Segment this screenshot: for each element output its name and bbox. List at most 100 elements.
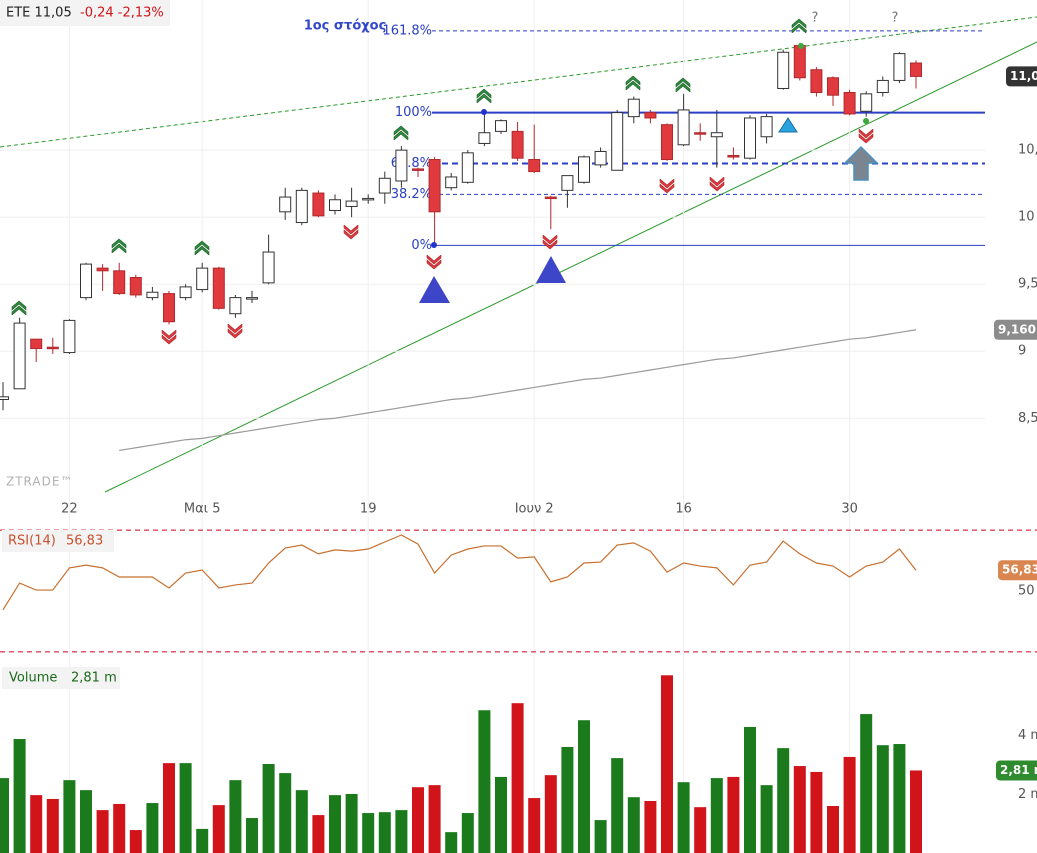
volume-bar bbox=[212, 805, 225, 853]
pane-label-box bbox=[2, 530, 114, 552]
volume-bar bbox=[694, 807, 707, 853]
y-tick-label: 9 bbox=[1018, 344, 1026, 359]
volume-bar bbox=[329, 795, 341, 853]
y-tick-label: 2 m bbox=[1018, 787, 1037, 802]
volume-bar bbox=[295, 790, 308, 853]
volume-bar bbox=[578, 720, 590, 853]
volume-bar bbox=[80, 790, 92, 853]
volume-bar bbox=[0, 778, 9, 853]
candle-body bbox=[511, 130, 524, 159]
volume-bar bbox=[345, 793, 358, 853]
fib-label: 0% bbox=[411, 238, 432, 253]
candle-body bbox=[179, 286, 192, 299]
y-tick-label: 10 bbox=[1018, 210, 1035, 225]
candle-body bbox=[478, 132, 491, 144]
candle-body bbox=[163, 293, 175, 323]
fib-point bbox=[481, 109, 487, 115]
candle-body bbox=[627, 98, 640, 118]
up-signal bbox=[112, 239, 126, 253]
header-box bbox=[0, 0, 170, 26]
candle-body bbox=[229, 297, 242, 315]
volume-bar bbox=[860, 714, 873, 853]
x-tick-label: 30 bbox=[841, 502, 858, 517]
volume-bar bbox=[478, 710, 491, 853]
volume-bar bbox=[46, 798, 59, 853]
last-value-label: 11,05 bbox=[1010, 69, 1037, 83]
candle-body bbox=[30, 338, 43, 350]
down-signal bbox=[162, 330, 176, 344]
candle-body bbox=[827, 77, 839, 96]
candle-body bbox=[810, 69, 823, 94]
overlay-layer: 1ος στόχος ? ? ZTRADE™ ETE 11,05 -0,24 -… bbox=[0, 0, 898, 689]
candle-body bbox=[295, 189, 308, 224]
moving-average bbox=[119, 329, 917, 452]
annotation: ? bbox=[892, 11, 899, 26]
candle-body bbox=[129, 277, 142, 296]
volume-bar bbox=[760, 785, 773, 853]
candle-body bbox=[744, 117, 756, 159]
down-signal bbox=[710, 177, 724, 191]
volume-bar bbox=[196, 828, 209, 853]
candle-body bbox=[246, 297, 258, 300]
volume-bar bbox=[13, 739, 26, 853]
last-value-label: 56,83 bbox=[1002, 563, 1037, 577]
x-tick-label: 22 bbox=[61, 502, 78, 517]
candle-body bbox=[727, 155, 740, 158]
candle-body bbox=[428, 159, 441, 213]
volume-bar bbox=[876, 745, 889, 853]
down-signal bbox=[344, 225, 358, 239]
down-signal bbox=[543, 235, 557, 249]
volume-bar bbox=[528, 798, 541, 853]
volume-bar bbox=[910, 770, 922, 853]
annotation: 1ος στόχος bbox=[304, 19, 387, 34]
candle-body bbox=[113, 270, 126, 295]
signal-dot bbox=[863, 118, 869, 124]
volume-bar bbox=[511, 703, 524, 853]
fib-point bbox=[431, 242, 437, 248]
candle-body bbox=[13, 322, 26, 390]
volume-bar bbox=[544, 775, 557, 853]
fib-label: 100% bbox=[395, 105, 432, 120]
candle-body bbox=[63, 319, 76, 354]
x-tick-label: 19 bbox=[360, 502, 377, 517]
candle-body bbox=[578, 156, 590, 183]
y-tick-label: 4 m bbox=[1018, 728, 1037, 743]
volume-bar bbox=[793, 766, 806, 853]
candle-body bbox=[694, 132, 707, 135]
candle-body bbox=[661, 124, 673, 161]
candle-body bbox=[212, 267, 225, 309]
volume-bar bbox=[611, 758, 624, 853]
candle-body bbox=[445, 176, 458, 189]
volume-bar bbox=[30, 795, 43, 853]
volume-bar bbox=[661, 675, 673, 853]
down-signal bbox=[228, 324, 242, 338]
candle-body bbox=[910, 62, 922, 77]
volume-bar bbox=[428, 785, 441, 853]
volume-bar bbox=[179, 763, 192, 853]
down-signal bbox=[859, 129, 873, 143]
volume-bar bbox=[843, 756, 856, 853]
candle-body bbox=[146, 291, 159, 299]
up-signal bbox=[477, 89, 491, 103]
trend-line bbox=[104, 41, 1037, 493]
volume-bar bbox=[163, 763, 175, 853]
candle-body bbox=[46, 346, 59, 350]
candle-body bbox=[876, 79, 889, 94]
up-signal bbox=[676, 78, 690, 92]
rsi-value: 56,83 bbox=[66, 534, 103, 549]
volume-bar bbox=[262, 763, 275, 853]
up-signal bbox=[12, 301, 26, 315]
candle-body bbox=[461, 152, 474, 183]
candle-body bbox=[760, 116, 773, 138]
volume-bar bbox=[129, 830, 142, 853]
candle-body bbox=[710, 132, 723, 138]
volume-bar bbox=[777, 748, 790, 853]
candle-body bbox=[561, 175, 574, 191]
candle-body bbox=[96, 267, 109, 272]
rsi-line bbox=[2, 534, 917, 611]
watermark: ZTRADE™ bbox=[6, 475, 73, 489]
volume-bar bbox=[893, 744, 906, 853]
candle-body bbox=[528, 159, 541, 173]
